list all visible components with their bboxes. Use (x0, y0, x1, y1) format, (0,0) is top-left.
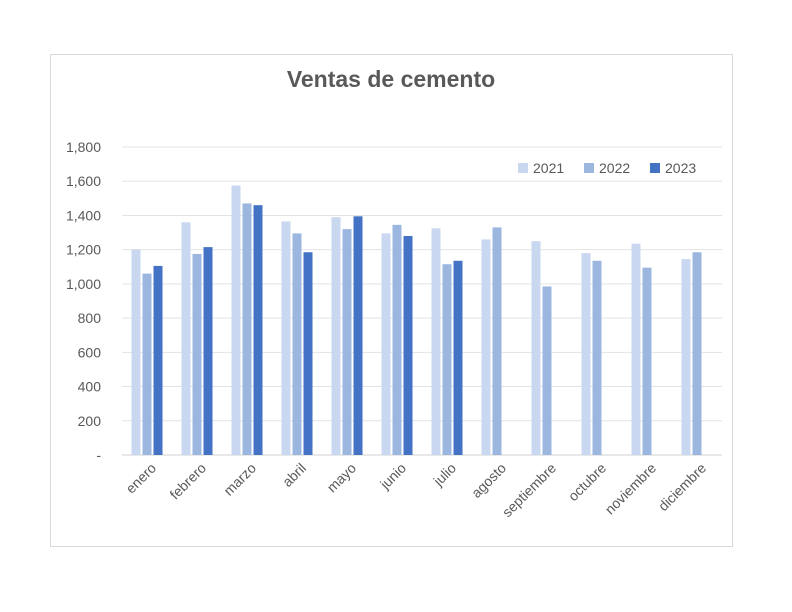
bar-2021-diciembre (681, 259, 691, 455)
bar-2023-enero (153, 265, 163, 455)
gridlines (122, 146, 722, 456)
bar-2023-abril (303, 252, 313, 455)
y-tick-label: 400 (78, 379, 102, 395)
x-axis-ticks: enero febrero marzo abril mayo junio julio agos… (122, 460, 709, 520)
legend-label: 2022 (599, 160, 630, 176)
legend-label: 2023 (665, 160, 696, 176)
x-tick-label: febrero (166, 460, 209, 503)
x-tick-label: mayo (324, 460, 360, 496)
bar-2022-junio (392, 224, 402, 455)
bar-2021-julio (431, 228, 441, 455)
bar-2021-agosto (481, 239, 491, 455)
bar-2022-febrero (192, 253, 202, 455)
bar-2021-octubre (581, 253, 591, 455)
bar-2023-julio (453, 260, 463, 455)
y-tick-label: 1,600 (66, 173, 101, 189)
y-tick-label: 800 (78, 310, 102, 326)
legend-label: 2021 (533, 160, 564, 176)
y-axis-ticks: - 200 400 600 800 1,000 1,200 1,400 1,600 1,800 (66, 139, 101, 463)
bar-2022-mayo (342, 229, 352, 455)
bar-2021-febrero (181, 222, 191, 455)
bar-2021-junio (381, 233, 391, 455)
y-tick-label: 1,200 (66, 242, 101, 258)
bar-2022-octubre (592, 260, 602, 455)
y-tick-label: - (96, 447, 101, 463)
bar-2023-marzo (253, 205, 263, 455)
x-tick-label: julio (429, 460, 459, 490)
legend: 2021 2022 2023 (518, 160, 696, 176)
bar-2023-mayo (353, 216, 363, 455)
bar-2021-mayo (331, 217, 341, 455)
bar-2022-septiembre (542, 286, 552, 455)
bar-2022-noviembre (642, 267, 652, 455)
y-tick-label: 1,800 (66, 139, 101, 155)
x-tick-label: abril (279, 460, 309, 490)
y-tick-label: 1,400 (66, 207, 101, 223)
bar-2022-marzo (242, 203, 252, 455)
legend-swatch-2023 (650, 163, 660, 173)
y-tick-label: 200 (78, 413, 102, 429)
chart-title: Ventas de cemento (287, 66, 495, 92)
legend-swatch-2022 (584, 163, 594, 173)
y-tick-label: 1,000 (66, 276, 101, 292)
bar-2021-noviembre (631, 243, 641, 455)
legend-swatch-2021 (518, 163, 528, 173)
bars (131, 185, 702, 455)
y-tick-label: 600 (78, 344, 102, 360)
x-tick-label: noviembre (602, 460, 660, 518)
x-tick-label: agosto (468, 460, 509, 501)
chart-frame (50, 54, 733, 547)
x-tick-label: marzo (220, 460, 259, 499)
bar-2022-agosto (492, 227, 502, 455)
x-tick-label: enero (122, 460, 159, 497)
x-tick-label: junio (376, 460, 409, 493)
bar-2022-abril (292, 233, 302, 455)
bar-2023-febrero (203, 247, 213, 455)
bar-2021-septiembre (531, 241, 541, 455)
bar-2022-julio (442, 264, 452, 455)
x-tick-label: septiembre (499, 460, 559, 520)
bar-2021-enero (131, 249, 141, 455)
bar-2023-junio (403, 235, 413, 455)
bar-2022-enero (142, 273, 152, 455)
bar-2021-marzo (231, 185, 241, 455)
x-tick-label: octubre (565, 460, 609, 504)
bar-2022-diciembre (692, 252, 702, 455)
bar-2021-abril (281, 221, 291, 455)
x-tick-label: diciembre (655, 460, 709, 514)
